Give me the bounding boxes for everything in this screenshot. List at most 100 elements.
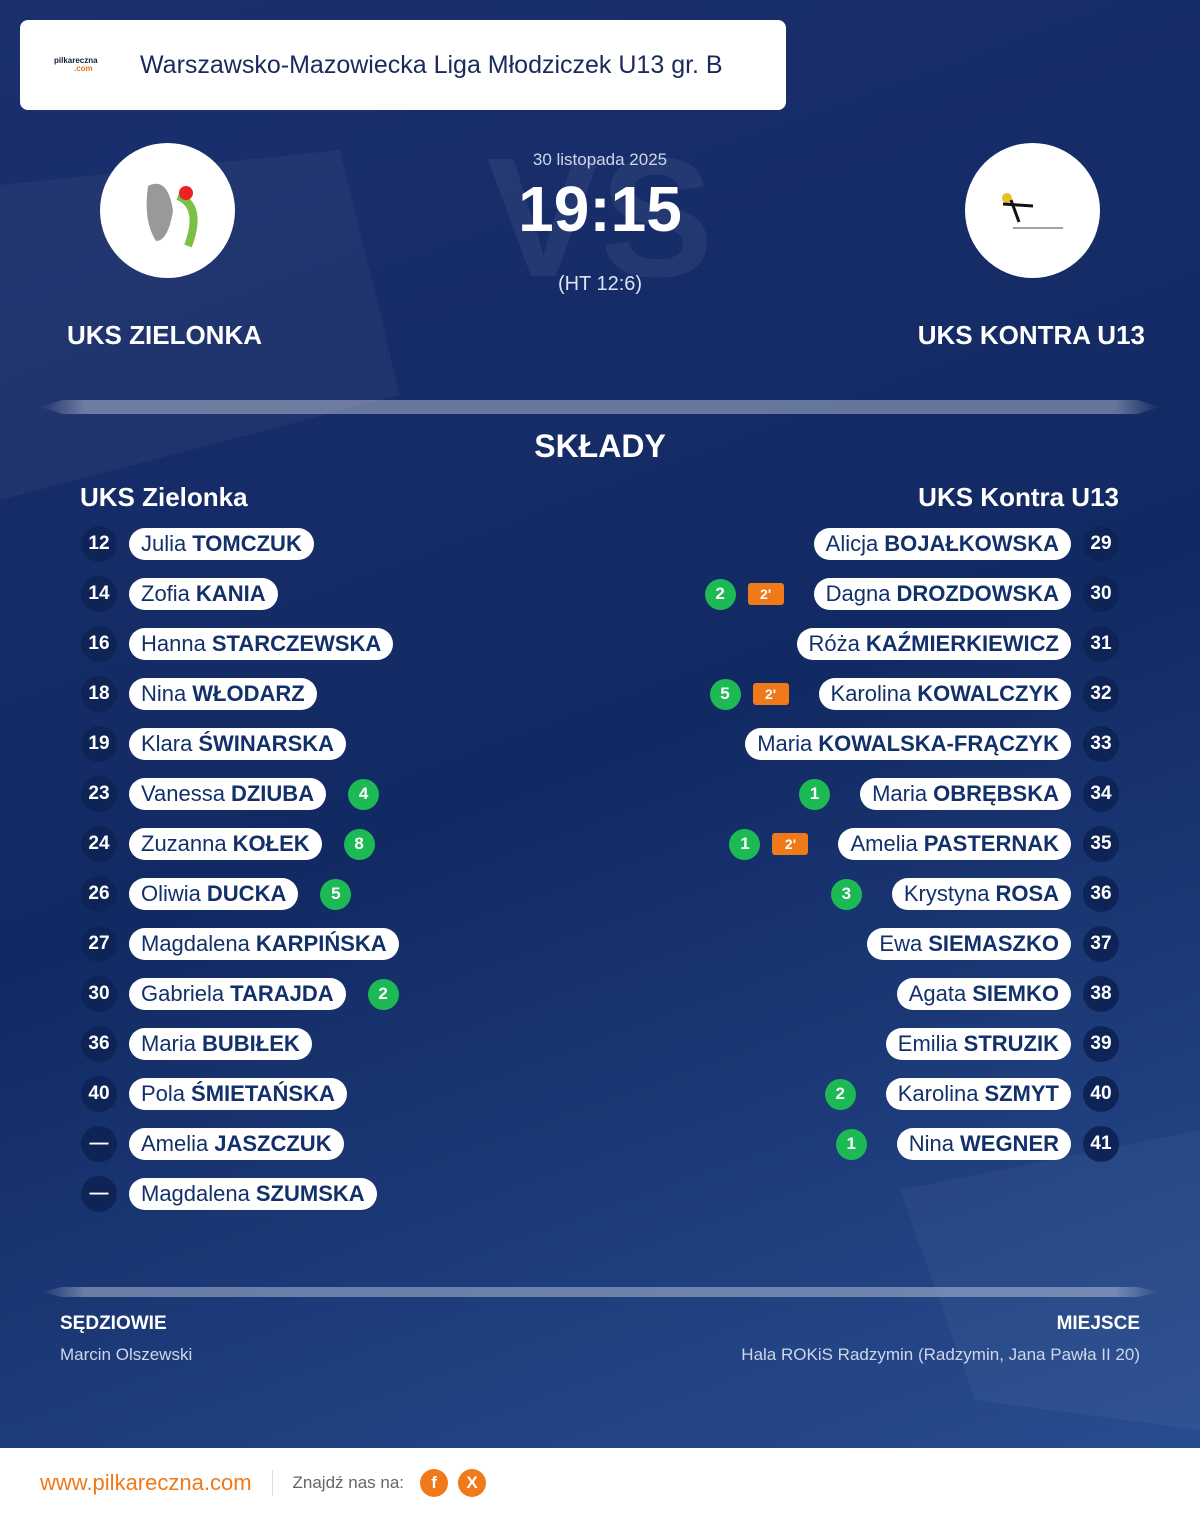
player-name[interactable]: Zuzanna KOŁEK bbox=[129, 828, 322, 860]
last-name: OBRĘBSKA bbox=[933, 781, 1059, 806]
penalty-badge: 2' bbox=[752, 683, 789, 705]
last-name: SIEMASZKO bbox=[928, 931, 1059, 956]
player-name[interactable]: Maria KOWALSKA-FRĄCZYK bbox=[745, 728, 1071, 760]
last-name: WŁODARZ bbox=[192, 681, 305, 706]
penalty-badge: 2' bbox=[772, 833, 809, 855]
player-name[interactable]: Klara ŚWINARSKA bbox=[129, 728, 347, 760]
penalty-badge: 2' bbox=[747, 583, 784, 605]
player-number: 29 bbox=[1083, 526, 1119, 562]
last-name: ŚWINARSKA bbox=[198, 731, 335, 756]
player-name[interactable]: Emilia STRUZIK bbox=[885, 1028, 1071, 1060]
home-team[interactable]: UKS ZIELONKA bbox=[67, 320, 262, 350]
first-name: Nina bbox=[141, 681, 187, 706]
player-row: 30 Gabriela TARAJDA 2 bbox=[81, 976, 399, 1012]
player-name[interactable]: Krystyna ROSA bbox=[891, 878, 1071, 910]
first-name: Magdalena bbox=[141, 931, 250, 956]
section-title: SKŁADY bbox=[534, 428, 666, 464]
player-row: — Magdalena SZUMSKA bbox=[81, 1176, 377, 1212]
home-logo bbox=[100, 143, 235, 278]
first-name: Julia bbox=[141, 531, 187, 556]
player-number: 36 bbox=[81, 1026, 117, 1062]
player-name[interactable]: Julia TOMCZUK bbox=[129, 528, 314, 560]
player-number: 40 bbox=[1083, 1076, 1119, 1112]
player-name[interactable]: Karolina KOWALCZYK bbox=[818, 678, 1071, 710]
player-row: 36 Maria BUBIŁEK bbox=[81, 1026, 312, 1062]
first-name: Vanessa bbox=[141, 781, 225, 806]
player-number: 18 bbox=[81, 676, 117, 712]
last-name: BOJAŁKOWSKA bbox=[884, 531, 1059, 556]
player-number: 26 bbox=[81, 876, 117, 912]
player-number: 40 bbox=[81, 1076, 117, 1112]
player-name[interactable]: Alicja BOJAŁKOWSKA bbox=[813, 528, 1071, 560]
player-name[interactable]: Nina WŁODARZ bbox=[129, 678, 317, 710]
halftime-score: (HT 12:6) bbox=[557, 273, 643, 295]
facebook-link[interactable]: f bbox=[420, 1469, 449, 1497]
goals-badge: 5 bbox=[320, 878, 352, 910]
first-name: Amelia bbox=[850, 831, 918, 856]
first-name: Maria bbox=[757, 731, 813, 756]
last-name: PASTERNAK bbox=[923, 831, 1059, 856]
last-name: DROZDOWSKA bbox=[896, 581, 1059, 606]
player-row: 1 Nina WEGNER 41 bbox=[835, 1126, 1119, 1162]
player-number: 12 bbox=[81, 526, 117, 562]
last-name: ROSA bbox=[995, 881, 1059, 906]
player-name[interactable]: Pola ŚMIETAŃSKA bbox=[129, 1078, 347, 1110]
player-name[interactable]: Hanna STARCZEWSKA bbox=[129, 628, 394, 660]
venue-value: Hala ROKiS Radzymin (Radzymin, Jana Pawł… bbox=[741, 1345, 1140, 1364]
player-name[interactable]: Ewa SIEMASZKO bbox=[867, 928, 1071, 960]
player-number: 19 bbox=[81, 726, 117, 762]
score: 19:15 bbox=[518, 173, 682, 245]
x-link[interactable]: X bbox=[458, 1469, 487, 1497]
site-logo[interactable]: pilkareczna .com bbox=[54, 57, 118, 73]
player-name[interactable]: Nina WEGNER bbox=[896, 1128, 1071, 1160]
player-name[interactable]: Karolina SZMYT bbox=[885, 1078, 1071, 1110]
goals-badge: 8 bbox=[343, 828, 375, 860]
last-name: KOWALCZYK bbox=[917, 681, 1059, 706]
player-name[interactable]: Agata SIEMKO bbox=[896, 978, 1071, 1010]
player-number: 34 bbox=[1083, 776, 1119, 812]
player-row: 1 2' Amelia PASTERNAK 35 bbox=[729, 826, 1119, 862]
league-name: Warszawsko-Mazowiecka Liga Młodziczek U1… bbox=[140, 50, 723, 79]
player-name[interactable]: Maria OBRĘBSKA bbox=[860, 778, 1071, 810]
last-name: TOMCZUK bbox=[192, 531, 302, 556]
last-name: KANIA bbox=[195, 581, 266, 606]
away-logo bbox=[965, 143, 1100, 278]
first-name: Karolina bbox=[830, 681, 912, 706]
player-name[interactable]: Amelia JASZCZUK bbox=[129, 1128, 344, 1160]
first-name: Maria bbox=[872, 781, 928, 806]
logo-suffix: .com bbox=[74, 64, 93, 73]
player-name[interactable]: Oliwia DUCKA bbox=[129, 878, 299, 910]
player-number: 23 bbox=[81, 776, 117, 812]
last-name: STARCZEWSKA bbox=[211, 631, 382, 656]
first-name: Dagna bbox=[825, 581, 891, 606]
player-row: 14 Zofia KANIA bbox=[81, 576, 278, 612]
last-name: DUCKA bbox=[206, 881, 287, 906]
venue-label: MIEJSCE bbox=[1056, 1313, 1140, 1334]
player-row: 12 Julia TOMCZUK bbox=[81, 526, 314, 562]
player-row: 27 Magdalena KARPIŃSKA bbox=[81, 926, 399, 962]
player-number: — bbox=[81, 1126, 117, 1162]
player-name[interactable]: Zofia KANIA bbox=[129, 578, 278, 610]
player-name[interactable]: Vanessa DZIUBA bbox=[129, 778, 327, 810]
goals-badge: 1 bbox=[799, 778, 831, 810]
player-name[interactable]: Róża KAŹMIERKIEWICZ bbox=[796, 628, 1071, 660]
player-name[interactable]: Magdalena KARPIŃSKA bbox=[129, 928, 399, 960]
player-name[interactable]: Gabriela TARAJDA bbox=[129, 978, 346, 1010]
player-name[interactable]: Amelia PASTERNAK bbox=[838, 828, 1071, 860]
away-team[interactable]: UKS KONTRA U13 bbox=[917, 320, 1145, 350]
first-name: Alicja bbox=[825, 531, 879, 556]
player-row: 5 2' Karolina KOWALCZYK 32 bbox=[709, 676, 1119, 712]
site-link[interactable]: www.pilkareczna.com bbox=[40, 1470, 273, 1496]
player-number: 37 bbox=[1083, 926, 1119, 962]
player-name[interactable]: Maria BUBIŁEK bbox=[129, 1028, 312, 1060]
goals-badge: 2 bbox=[367, 978, 399, 1010]
player-number: 14 bbox=[81, 576, 117, 612]
player-row: Róża KAŹMIERKIEWICZ 31 bbox=[796, 626, 1119, 662]
player-row: 2 Karolina SZMYT 40 bbox=[824, 1076, 1119, 1112]
player-row: 26 Oliwia DUCKA 5 bbox=[81, 876, 352, 912]
last-name: JASZCZUK bbox=[214, 1131, 332, 1156]
player-number: 39 bbox=[1083, 1026, 1119, 1062]
first-name: Oliwia bbox=[141, 881, 201, 906]
player-name[interactable]: Dagna DROZDOWSKA bbox=[813, 578, 1071, 610]
player-name[interactable]: Magdalena SZUMSKA bbox=[129, 1178, 377, 1210]
